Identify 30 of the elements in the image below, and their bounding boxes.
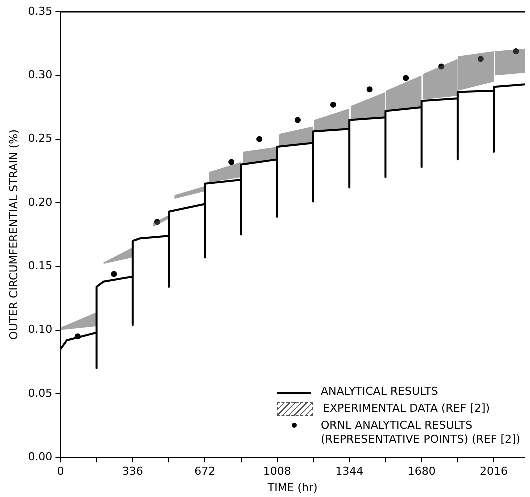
x-tick-label: 336 (122, 465, 144, 478)
x-tick-label: 2016 (480, 465, 508, 478)
legend-label: EXPERIMENTAL DATA (REF [2]) (323, 402, 490, 416)
point (295, 117, 302, 124)
y-axis-title: OUTER CIRCUMFERENTIAL STRAIN (%) (7, 130, 20, 340)
point (256, 136, 263, 142)
point (330, 102, 336, 108)
legend-label: ORNL ANALYTICAL RESULTS (REPRESENTATIVE POINTS) (REF [2]) (321, 418, 521, 447)
y-tick-label: 0.00 (28, 450, 53, 464)
x-tick-label: 1344 (336, 465, 364, 478)
x-tick-label: 1008 (263, 465, 292, 478)
point (513, 48, 520, 54)
point (403, 75, 410, 82)
y-tick-label: 0.05 (28, 386, 53, 400)
y-tick-label: 0.15 (28, 259, 53, 272)
x-tick-label: 1680 (408, 465, 436, 478)
y-tick-label: 0.35 (28, 4, 53, 18)
point (366, 86, 373, 93)
x-tick-label: 672 (194, 465, 216, 478)
y-tick-label: 0.20 (28, 196, 53, 209)
point (228, 159, 235, 166)
point (478, 56, 484, 62)
x-axis-title: TIME (hr) (266, 481, 318, 494)
y-tick-label: 0.30 (28, 68, 53, 82)
y-tick-label: 0.25 (28, 132, 53, 146)
point (438, 64, 445, 70)
y-tick-label: 0.10 (28, 323, 53, 336)
x-tick-label: 0 (57, 465, 64, 478)
point (111, 271, 118, 278)
legend-label: ANALYTICAL RESULTS (321, 384, 438, 399)
